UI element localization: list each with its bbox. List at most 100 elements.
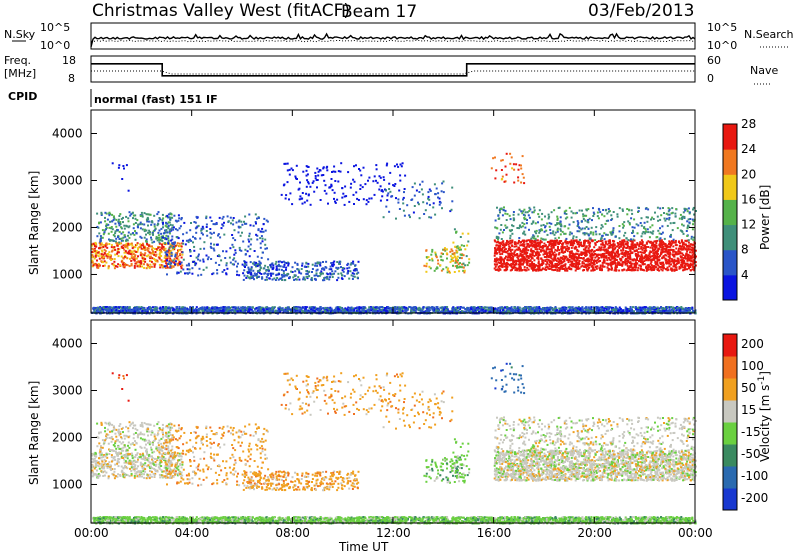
power-cell (509, 230, 512, 233)
power-cell (540, 249, 542, 252)
power-cell (630, 238, 632, 241)
power-cell (652, 252, 655, 255)
power-cell (355, 164, 357, 167)
power-cell (495, 257, 498, 260)
power-cell (427, 191, 430, 194)
power-cell (545, 258, 548, 261)
power-cell (512, 213, 515, 216)
power-cell (560, 224, 563, 227)
power-cell (674, 253, 677, 256)
power-cell (446, 271, 449, 274)
power-cell (203, 241, 206, 244)
power-cell (209, 236, 212, 239)
power-cell (185, 264, 188, 267)
power-cell (618, 225, 621, 227)
power-cell (657, 267, 660, 270)
power-cell (267, 274, 269, 277)
power-cell (247, 238, 250, 241)
power-cell (143, 263, 145, 266)
power-cell (517, 176, 520, 179)
power-cell (99, 244, 102, 247)
power-cell (231, 263, 234, 266)
power-cell (509, 152, 512, 155)
power-cell (603, 259, 606, 262)
power-cell (691, 263, 694, 266)
power-cell (438, 203, 441, 206)
power-cell (355, 269, 358, 272)
power-cell (516, 253, 519, 255)
power-cell (282, 272, 285, 275)
power-cell (664, 250, 667, 253)
power-cell (521, 259, 524, 262)
power-cell (640, 245, 643, 248)
power-cell (446, 269, 449, 271)
power-cell (614, 257, 616, 260)
power-cell (573, 259, 576, 262)
power-cell (334, 201, 337, 204)
power-cell (158, 257, 161, 260)
power-cell (174, 244, 177, 247)
power-cell (682, 254, 685, 256)
power-cell (257, 228, 260, 231)
power-cell (611, 248, 614, 251)
power-cell (425, 262, 428, 265)
power-cell (98, 222, 100, 225)
power-cell (557, 207, 560, 209)
power-cell (694, 261, 697, 264)
power-cell (680, 247, 683, 250)
power-cell (688, 211, 691, 214)
power-cell (455, 246, 458, 249)
power-cell (668, 265, 671, 268)
power-cell (682, 241, 685, 244)
power-cell (118, 241, 121, 244)
power-cell (513, 181, 516, 184)
power-cell (686, 235, 689, 237)
power-cell (326, 273, 329, 276)
power-cell (175, 220, 178, 223)
power-cell (244, 248, 247, 251)
power-cell (106, 256, 109, 259)
power-cell (114, 232, 117, 235)
power-cell (462, 262, 465, 265)
power-cell (628, 262, 631, 264)
power-cell (260, 256, 263, 259)
power-cell (527, 249, 530, 252)
power-cell (103, 252, 106, 255)
power-cell (394, 183, 397, 185)
power-cell (637, 266, 640, 269)
power-cell (141, 244, 143, 246)
power-cell (163, 237, 166, 239)
power-cell (554, 269, 557, 271)
power-cell (582, 248, 585, 251)
power-cell (292, 276, 295, 279)
power-cell (456, 250, 459, 253)
power-cell (127, 217, 130, 220)
power-cell (662, 255, 665, 258)
freq-left-tick-top: 18 (62, 54, 76, 67)
power-cell (510, 252, 512, 255)
power-cell (279, 260, 282, 263)
power-cell (158, 246, 161, 249)
power-cell (139, 251, 142, 254)
power-cell (626, 240, 629, 243)
power-cell (205, 223, 208, 226)
power-cell (594, 256, 597, 259)
power-cell (251, 275, 254, 278)
power-cell (116, 229, 119, 232)
power-cell (503, 229, 505, 231)
power-cell (98, 265, 101, 268)
power-cell (515, 259, 517, 262)
power-cell (505, 226, 508, 229)
power-cell (138, 263, 141, 266)
power-cell (156, 237, 159, 239)
power-cell (524, 233, 527, 236)
power-cell (494, 249, 497, 252)
power-cell (645, 241, 648, 244)
power-cell (449, 210, 452, 213)
power-cell (128, 211, 131, 214)
power-cell (583, 259, 586, 262)
power-cell (267, 258, 270, 261)
power-cell (671, 229, 674, 232)
power-cell (256, 255, 259, 258)
